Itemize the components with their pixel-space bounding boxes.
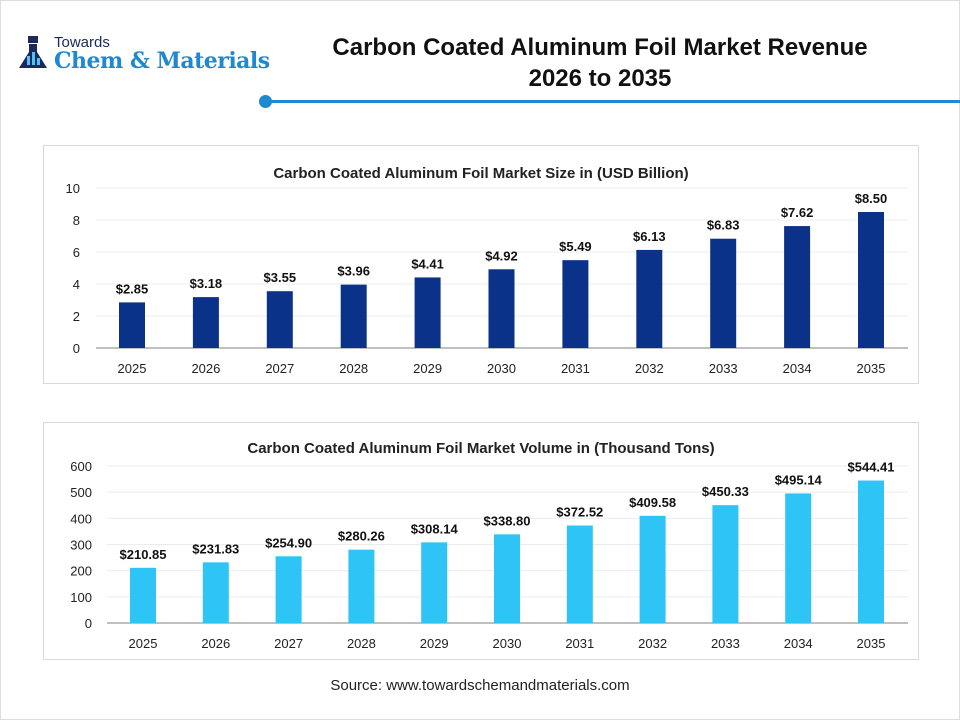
- x-tick-label: 2028: [347, 636, 376, 651]
- bar: [785, 493, 812, 623]
- bar: [488, 269, 515, 348]
- data-label: $6.83: [707, 218, 740, 233]
- x-tick-label: 2033: [711, 636, 740, 651]
- y-tick-label: 500: [70, 485, 92, 500]
- bar: [858, 480, 884, 623]
- data-label: $3.18: [190, 276, 223, 291]
- x-tick-label: 2025: [118, 361, 147, 376]
- data-label: $338.80: [484, 513, 531, 528]
- chart-size: Carbon Coated Aluminum Foil Market Size …: [66, 165, 908, 376]
- bar: [340, 284, 367, 348]
- data-label: $254.90: [265, 535, 312, 550]
- bar: [566, 525, 593, 623]
- x-tick-label: 2031: [561, 361, 590, 376]
- data-label: $231.83: [192, 541, 239, 556]
- y-tick-label: 2: [73, 309, 80, 324]
- data-label: $409.58: [629, 495, 676, 510]
- x-tick-label: 2027: [265, 361, 294, 376]
- title-line-2: 2026 to 2035: [528, 65, 672, 92]
- x-tick-label: 2025: [129, 636, 158, 651]
- y-tick-label: 8: [73, 213, 80, 228]
- bar: [562, 260, 589, 348]
- x-tick-label: 2035: [857, 636, 886, 651]
- y-tick-label: 300: [70, 538, 92, 553]
- data-label: $8.50: [855, 191, 888, 206]
- title-line-1: Carbon Coated Aluminum Foil Market Reven…: [332, 34, 868, 61]
- x-tick-label: 2026: [201, 636, 230, 651]
- bar: [275, 556, 302, 623]
- data-label: $210.85: [120, 547, 167, 562]
- y-tick-label: 600: [70, 459, 92, 474]
- logo-text-top: Towards: [54, 34, 110, 51]
- bar: [202, 562, 229, 623]
- source-text: Source: www.towardschemandmaterials.com: [330, 677, 630, 694]
- data-label: $280.26: [338, 529, 385, 544]
- y-tick-label: 4: [73, 277, 80, 292]
- y-tick-label: 0: [73, 341, 80, 356]
- divider: [265, 100, 960, 103]
- chart-title: Carbon Coated Aluminum Foil Market Size …: [273, 165, 688, 182]
- bar: [639, 515, 666, 623]
- bar: [192, 297, 219, 348]
- x-tick-label: 2035: [857, 361, 886, 376]
- divider-dot: [259, 95, 272, 108]
- data-label: $4.92: [485, 248, 518, 263]
- flask-icon: [19, 36, 47, 68]
- bar: [348, 549, 375, 623]
- x-tick-label: 2034: [783, 361, 812, 376]
- data-label: $372.52: [556, 505, 603, 520]
- x-tick-label: 2030: [487, 361, 516, 376]
- x-tick-label: 2027: [274, 636, 303, 651]
- data-label: $5.49: [559, 239, 592, 254]
- bar: [712, 505, 739, 623]
- data-label: $450.33: [702, 484, 749, 499]
- x-tick-label: 2030: [493, 636, 522, 651]
- data-label: $7.62: [781, 205, 814, 220]
- data-label: $308.14: [411, 521, 459, 536]
- y-tick-label: 200: [70, 564, 92, 579]
- y-tick-label: 0: [85, 616, 92, 631]
- y-tick-label: 6: [73, 245, 80, 260]
- x-tick-label: 2032: [638, 636, 667, 651]
- x-tick-label: 2029: [420, 636, 449, 651]
- data-label: $4.41: [411, 256, 444, 271]
- x-tick-label: 2033: [709, 361, 738, 376]
- y-tick-label: 100: [70, 590, 92, 605]
- bar: [421, 542, 448, 623]
- chart-panel-size: Carbon Coated Aluminum Foil Market Size …: [43, 145, 919, 384]
- y-tick-label: 400: [70, 511, 92, 526]
- page-title: Carbon Coated Aluminum Foil Market Reven…: [300, 32, 900, 94]
- bar: [130, 567, 156, 623]
- data-label: $544.41: [848, 460, 895, 475]
- data-label: $6.13: [633, 229, 666, 244]
- bar: [710, 238, 737, 348]
- x-tick-label: 2032: [635, 361, 664, 376]
- bar: [266, 291, 293, 348]
- x-tick-label: 2029: [413, 361, 442, 376]
- data-label: $3.55: [264, 270, 297, 285]
- logo-text-main: Chem & Materials: [54, 48, 270, 74]
- x-tick-label: 2028: [339, 361, 368, 376]
- bar: [784, 226, 811, 348]
- x-tick-label: 2026: [191, 361, 220, 376]
- data-label: $3.96: [337, 264, 370, 279]
- bar: [414, 277, 441, 348]
- chart-volume: Carbon Coated Aluminum Foil Market Volum…: [70, 440, 908, 651]
- bar: [636, 249, 663, 348]
- data-label: $495.14: [775, 472, 823, 487]
- bar: [119, 302, 145, 348]
- data-label: $2.85: [116, 281, 149, 296]
- chart-title: Carbon Coated Aluminum Foil Market Volum…: [247, 440, 714, 457]
- chart-panel-volume: Carbon Coated Aluminum Foil Market Volum…: [43, 422, 919, 660]
- bar: [494, 534, 520, 623]
- x-tick-label: 2031: [565, 636, 594, 651]
- bar: [858, 212, 884, 348]
- x-tick-label: 2034: [784, 636, 813, 651]
- y-tick-label: 10: [66, 181, 80, 196]
